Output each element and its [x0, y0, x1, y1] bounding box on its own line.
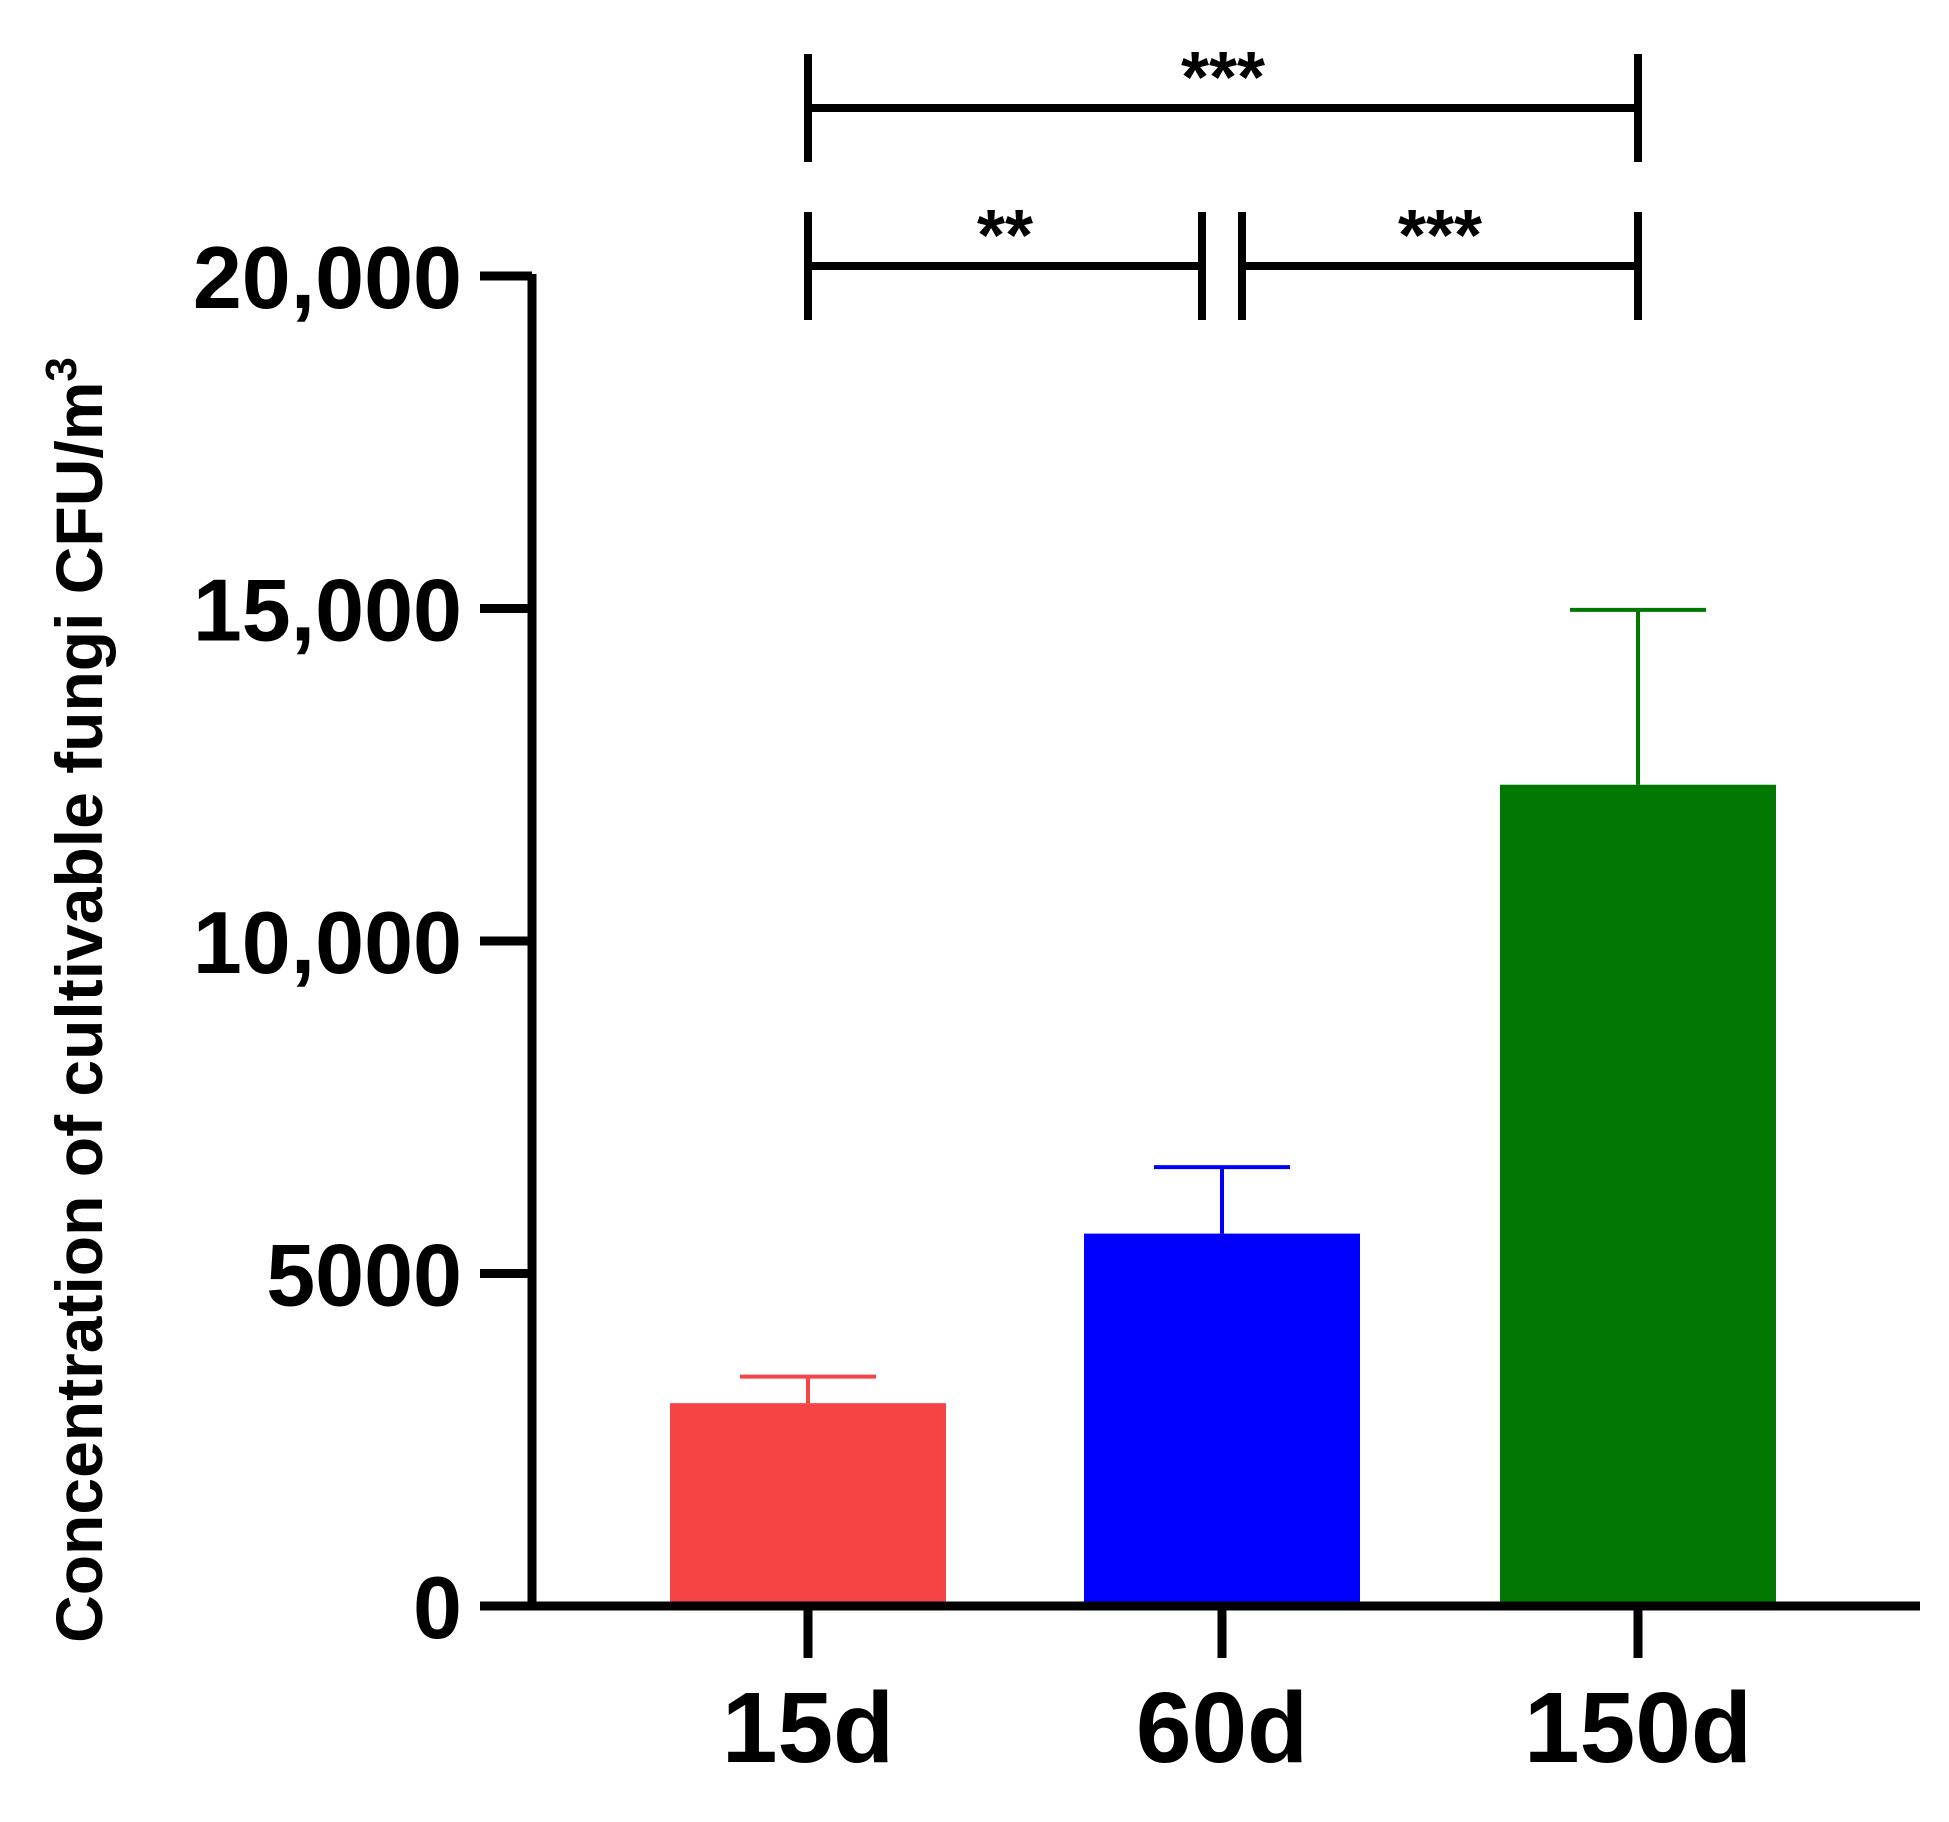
x-tick-label-60d: 60d — [1136, 1672, 1308, 1784]
y-tick-label-20,000: 20,000 — [193, 228, 462, 327]
significance-layer: ** ****** — [804, 38, 1642, 320]
bar-15d — [670, 1403, 946, 1606]
error-bars-layer — [740, 607, 1706, 1404]
y-axis-title-text: Concentration of cultivable fungi CFU/m — [42, 382, 116, 1643]
y-axis-title-layer: Concentration of cultivable fungi CFU/m3 — [37, 357, 116, 1643]
bar-60d — [1084, 1233, 1360, 1606]
x-tick-label-15d: 15d — [722, 1672, 894, 1784]
y-axis-title-superscript: 3 — [37, 357, 86, 381]
y-tick-label-5000: 5000 — [266, 1226, 462, 1325]
significance-label: ** — [977, 196, 1033, 276]
significance-label: *** — [1181, 38, 1265, 118]
significance-label: *** — [1398, 196, 1482, 276]
bar-150d — [1500, 784, 1776, 1606]
x-tick-label-150d: 150d — [1524, 1672, 1752, 1784]
y-tick-label-15,000: 15,000 — [193, 561, 462, 660]
y-tick-label-10,000: 10,000 — [193, 893, 462, 992]
y-axis-title: Concentration of cultivable fungi CFU/m3 — [37, 357, 116, 1643]
significance-bracket-1: ** — [804, 196, 1206, 320]
significance-bracket-3: *** — [804, 38, 1642, 162]
significance-bracket-2: *** — [1238, 196, 1642, 320]
y-ticks-layer: 0 5000 10,000 15,000 20,000 — [193, 228, 532, 1657]
bars-layer — [670, 784, 1776, 1606]
y-tick-label-0: 0 — [413, 1558, 462, 1657]
x-ticks-layer: 15d 60d 150d — [722, 1606, 1752, 1784]
